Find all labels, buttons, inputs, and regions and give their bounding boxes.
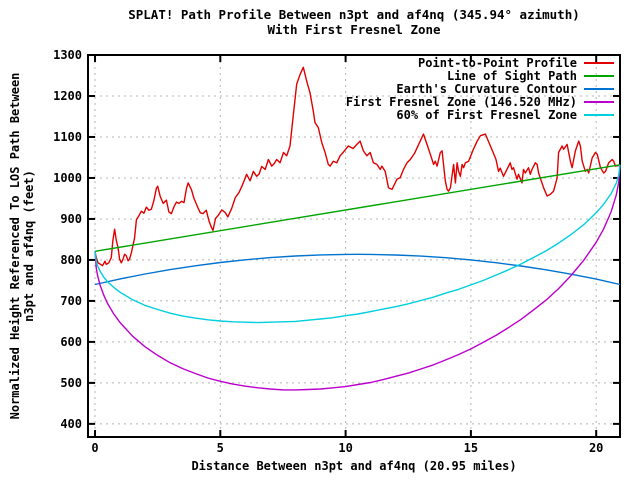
legend-label: Line of Sight Path: [446, 68, 577, 83]
legend-item: Earth's Curvature Contour: [346, 81, 614, 96]
y-tick-label: 600: [60, 334, 82, 349]
legend-item: Point-to-Point Profile: [346, 55, 614, 70]
series-line-first-fresnel-zone-146-520-mhz: [94, 164, 621, 391]
x-axis-label: Distance Between n3pt and af4nq (20.95 m…: [191, 459, 517, 473]
legend-label: Earth's Curvature Contour: [396, 81, 577, 96]
legend-line-sample: [584, 61, 614, 64]
legend: Point-to-Point Profile Line of Sight Path…: [345, 55, 614, 122]
y-tick-label: 1200: [53, 88, 82, 103]
x-tick-label: 15: [463, 441, 479, 455]
y-tick-label: 1300: [53, 48, 82, 62]
chart-title-line2: With First Fresnel Zone: [267, 22, 441, 37]
legend-item: Line of Sight Path: [346, 68, 614, 83]
legend-label: First Fresnel Zone (146.520 MHz): [345, 94, 577, 109]
y-tick-label: 800: [60, 252, 82, 267]
y-tick-label: 1000: [53, 170, 82, 185]
series-line-earth-s-curvature-contour: [94, 253, 621, 286]
legend-line-sample: [584, 100, 614, 103]
y-tick-label: 1100: [53, 129, 82, 144]
series-line-60-of-first-fresnel-zone: [94, 164, 621, 324]
y-tick-label: 500: [60, 375, 82, 390]
legend-line-sample: [584, 113, 614, 116]
x-tick-label: 5: [216, 441, 224, 455]
series-line-point-to-point-profile: [94, 66, 621, 267]
x-tick-label: 0: [91, 441, 99, 455]
y-tick-label: 400: [60, 416, 82, 431]
x-tick-label: 10: [338, 441, 353, 455]
x-tick-label: 20: [588, 441, 604, 455]
legend-item: First Fresnel Zone (146.520 MHz): [345, 94, 614, 109]
y-tick-label: 700: [60, 293, 82, 308]
y-tick-label: 900: [60, 211, 82, 226]
legend-line-sample: [584, 74, 614, 77]
plot-border: [87, 54, 621, 438]
legend-line-sample: [584, 87, 614, 90]
legend-item: 60% of First Fresnel Zone: [346, 107, 614, 122]
series-line-line-of-sight-path: [94, 164, 621, 252]
chart-title-line1: SPLAT! Path Profile Between n3pt and af4…: [128, 7, 580, 22]
legend-label: 60% of First Fresnel Zone: [396, 107, 577, 122]
legend-label: Point-to-Point Profile: [418, 55, 577, 70]
